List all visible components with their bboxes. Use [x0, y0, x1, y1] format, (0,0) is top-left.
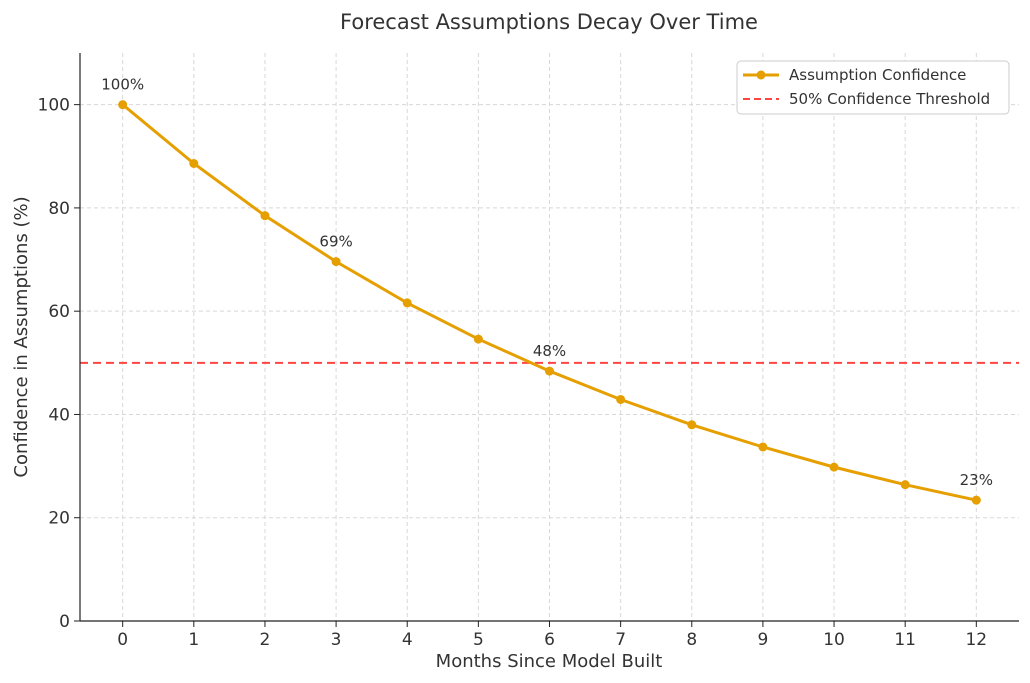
legend-label: Assumption Confidence	[789, 66, 966, 84]
x-tick-label: 10	[823, 630, 845, 650]
data-label: 100%	[101, 76, 144, 94]
y-tick-label: 40	[48, 405, 70, 425]
y-axis-label: Confidence in Assumptions (%)	[11, 196, 32, 477]
y-tick-label: 0	[59, 612, 70, 632]
x-tick-label: 0	[117, 630, 128, 650]
grid	[80, 53, 1019, 622]
data-point	[402, 298, 412, 308]
data-point	[260, 211, 270, 221]
series-group	[118, 100, 981, 505]
annotations: 100% 69% 48% 23%	[101, 76, 993, 490]
legend-label: 50% Confidence Threshold	[789, 90, 990, 108]
y-tick-label: 80	[48, 199, 70, 219]
x-tick-label: 6	[544, 630, 555, 650]
x-tick-label: 12	[965, 630, 987, 650]
x-tick-label: 11	[894, 630, 916, 650]
data-point	[971, 495, 981, 505]
legend-swatch-marker	[756, 70, 766, 80]
data-point	[331, 257, 341, 267]
data-point	[473, 334, 483, 344]
x-axis-label: Months Since Model Built	[436, 651, 663, 672]
x-tick-label: 5	[473, 630, 484, 650]
x-tick-label: 1	[188, 630, 199, 650]
x-tick-label: 8	[686, 630, 697, 650]
data-point	[545, 366, 554, 376]
data-point	[758, 442, 768, 452]
data-point	[829, 462, 839, 472]
y-tick-label: 20	[48, 509, 70, 529]
chart-title: Forecast Assumptions Decay Over Time	[340, 10, 758, 34]
x-tick-label: 4	[402, 630, 413, 650]
data-point	[900, 480, 910, 490]
data-point	[189, 159, 199, 169]
legend: Assumption Confidence 50% Confidence Thre…	[736, 60, 1010, 115]
data-point	[118, 100, 128, 110]
data-label: 48%	[533, 342, 566, 360]
y-tick-label: 60	[48, 302, 70, 322]
data-label: 69%	[319, 233, 352, 251]
y-tick-label: 100	[38, 96, 70, 116]
data-label: 23%	[960, 471, 993, 489]
x-tick-label: 7	[615, 630, 626, 650]
data-point	[687, 420, 697, 430]
data-point	[616, 394, 626, 404]
legend-box	[736, 60, 1010, 115]
x-tick-label: 3	[331, 630, 342, 650]
x-tick-label: 9	[757, 630, 768, 650]
x-tick-label: 2	[260, 630, 271, 650]
